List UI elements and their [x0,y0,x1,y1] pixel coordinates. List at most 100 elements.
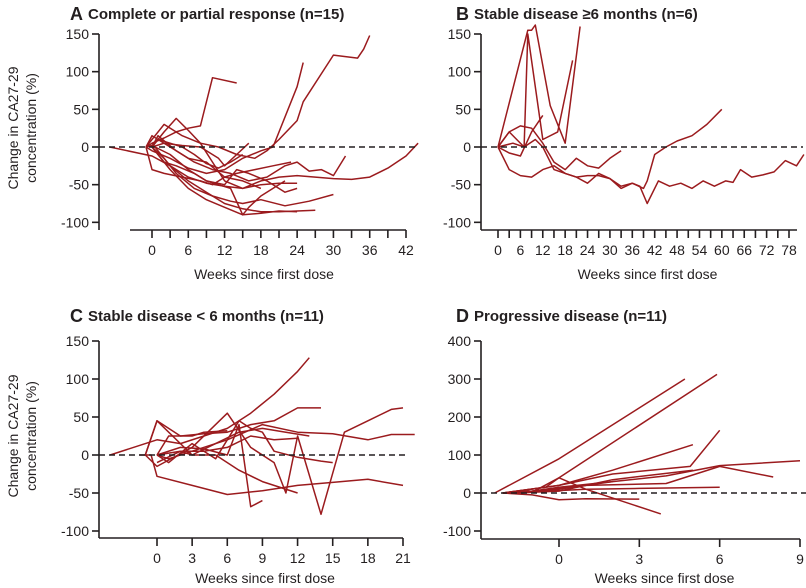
series-line-patient-3 [145,62,304,175]
x-tick-label: 36 [625,242,641,258]
x-tick-label: 0 [148,242,156,258]
y-tick-label: -100 [61,214,89,230]
y-tick-label: 0 [81,447,89,463]
series-group [109,357,415,516]
panel-letter: B [456,4,469,24]
x-tick-label: 18 [360,550,376,566]
y-tick-label: 50 [73,409,89,425]
y-tick-label: 100 [66,64,90,80]
panel-letter: A [70,4,83,24]
x-tick-label: 24 [289,242,305,258]
y-tick-label: 0 [463,139,471,155]
panel-title: Progressive disease (n=11) [474,308,667,325]
series-line-patient-2 [144,407,321,456]
x-axis-title: Weeks since first dose [595,570,735,586]
y-tick-label: 150 [66,26,90,42]
y-axis-title-line2: concentration (%) [23,73,39,183]
panel-b: B Stable disease ≥6 months (n=6) -100 -50 0 5… [443,4,805,282]
series-line-patient-4 [497,138,805,205]
series-line-patient-10 [151,117,298,190]
x-tick-label: 6 [516,242,524,258]
x-tick-label: 36 [362,242,378,258]
x-tick-label: 6 [716,551,724,567]
y-tick-label: 100 [448,64,472,80]
y-axis-title-line1: Change in CA27-29 [5,66,21,189]
series-line-patient-5 [497,125,622,171]
x-tick-label: 6 [184,242,192,258]
series-line-patient-2 [497,33,574,148]
x-axis-title: Weeks since first dose [194,266,334,282]
x-tick-label: 54 [692,242,708,258]
x-tick-label: 15 [325,550,341,566]
series-line-patient-6 [497,114,544,157]
x-axis-title: Weeks since first dose [578,266,718,282]
x-tick-label: 18 [557,242,573,258]
series-line-patient-4 [144,407,404,516]
series-line-patient-6 [156,420,333,464]
x-tick-label: 60 [714,242,730,258]
x-tick-label: 42 [647,242,663,258]
x-tick-label: 24 [580,242,596,258]
series-line-patient-12 [151,146,286,216]
series-line-patient-15 [145,134,262,190]
x-tick-label: 48 [669,242,685,258]
y-tick-label: -50 [69,177,89,193]
series-line-patient-1 [497,24,581,148]
panel-c: C Stable disease < 6 months (n=11) -100 -50… [5,306,415,586]
x-tick-label: 21 [395,550,411,566]
series-line-patient-7 [144,420,298,494]
y-tick-label: -100 [443,214,471,230]
y-tick-label: 200 [448,409,472,425]
series-group [109,35,419,216]
series-line-patient-9 [502,492,640,501]
x-tick-label: 18 [253,242,269,258]
y-tick-label: 150 [448,26,472,42]
y-tick-label: 0 [463,485,471,501]
x-tick-label: 30 [602,242,618,258]
x-tick-label: 30 [326,242,342,258]
x-tick-label: 12 [535,242,551,258]
panel-a: A Complete or partial response (n=15) -100… [5,4,419,282]
x-tick-label: 9 [796,551,804,567]
x-tick-label: 12 [217,242,233,258]
x-tick-label: 72 [759,242,775,258]
x-tick-label: 6 [223,550,231,566]
series-line-patient-3 [139,454,404,496]
y-tick-label: 50 [73,101,89,117]
panel-title: Stable disease ≥6 months (n=6) [474,6,698,23]
y-tick-label: -100 [61,523,89,539]
y-tick-label: 300 [448,371,472,387]
y-tick-label: 50 [455,101,471,117]
y-tick-label: 100 [448,447,472,463]
series-line-patient-1 [109,357,310,456]
x-axis-title: Weeks since first dose [195,570,335,586]
y-tick-label: -50 [451,177,471,193]
series-line-patient-14 [151,138,244,169]
x-tick-label: 3 [188,550,196,566]
series-line-patient-10 [502,477,662,515]
series-line-patient-9 [156,423,263,508]
series-line-patient-1 [109,142,419,190]
panel-letter: D [456,306,469,326]
series-line-patient-11 [156,429,228,456]
panel-d: D Progressive disease (n=11)-100010020030… [443,306,806,586]
series-group [494,373,801,515]
y-tick-label: 400 [448,333,472,349]
series-group [497,24,805,205]
series-line-patient-1 [494,378,686,494]
series-line-patient-5 [145,144,298,193]
x-tick-label: 78 [781,242,797,258]
x-tick-label: 9 [259,550,267,566]
y-tick-label: 150 [66,333,90,349]
series-line-patient-11 [151,142,250,167]
series-line-patient-13 [145,146,292,186]
x-tick-label: 12 [290,550,306,566]
y-axis-title-line1: Change in CA27-29 [5,374,21,497]
series-line-patient-4 [145,35,371,160]
y-tick-label: 0 [81,139,89,155]
y-axis-title-line2: concentration (%) [23,381,39,491]
x-tick-label: 0 [494,242,502,258]
panel-title: Stable disease < 6 months (n=11) [88,308,324,325]
series-line-patient-9 [151,146,334,207]
x-tick-label: 3 [635,551,643,567]
